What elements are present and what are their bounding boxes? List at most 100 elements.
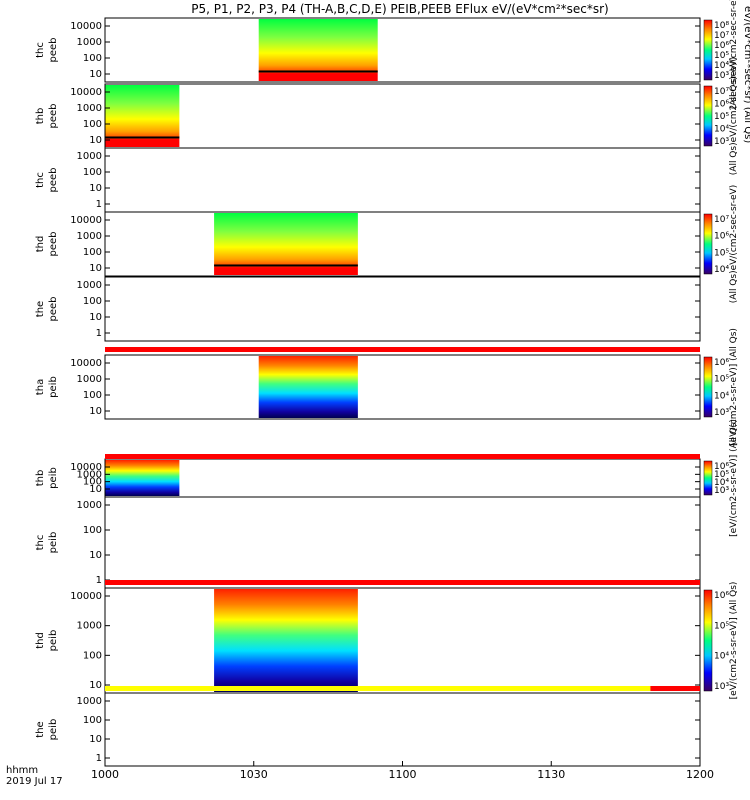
- y-tick-label: 10: [89, 406, 102, 417]
- spectrogram-block: [105, 460, 180, 496]
- x-tick-label: 1130: [537, 768, 565, 781]
- panel-label-probe: the: [35, 301, 46, 317]
- panel-9: 10000 1000 100 10 thd peib 10⁶ 10⁵ 10⁴ 10³ [eV/(cm…: [35, 582, 739, 700]
- panel-label-product: peib: [48, 630, 59, 652]
- y-tick-label: 1000: [77, 696, 102, 707]
- y-tick-label: 100: [83, 119, 102, 130]
- panel-frame: [104, 211, 701, 277]
- panel-frame: [104, 496, 701, 589]
- y-tick-label: 100: [83, 247, 102, 258]
- panel-frame: [104, 692, 701, 767]
- colorbar: [703, 460, 713, 496]
- colorbar-tick-label: 10⁴: [714, 478, 729, 488]
- y-tick-label: 10000: [70, 462, 102, 473]
- y-tick-label: 10: [89, 550, 102, 561]
- colorbar-tick-label: 10⁵: [714, 248, 729, 258]
- y-tick-label: 1000: [77, 374, 102, 385]
- colorbar-tick-label: 10⁷: [714, 87, 729, 97]
- time-label-date: 2019 Jul 17: [6, 776, 63, 787]
- panel-frame: [104, 83, 701, 149]
- y-tick-label: 100: [83, 525, 102, 536]
- y-tick-label: 10000: [70, 215, 102, 226]
- y-tick-label: 10: [89, 263, 102, 274]
- panel-label-product: peeb: [48, 297, 59, 322]
- y-tick-label: 10000: [70, 21, 102, 32]
- colorbar-tick-label: 10³: [714, 71, 729, 81]
- colorbar-tick-label: 10⁶: [714, 462, 729, 472]
- colorbar-tick-label: 10⁷: [714, 215, 729, 225]
- y-tick-label: 1: [96, 199, 102, 210]
- potential-trace: [105, 136, 180, 139]
- panel-8: 1000 100 10 1 thc peib: [35, 496, 701, 589]
- y-tick-label: 1000: [77, 231, 102, 242]
- colorbar-title: [eV/(cm2-s-sr-eV)] (All Qs): [729, 419, 739, 537]
- colorbar-tick-label: 10⁴: [714, 391, 729, 401]
- y-tick-label: 100: [83, 715, 102, 726]
- colorbar-title: (All Qs)eV/(cm2-sec-sr-eV): [729, 57, 739, 175]
- y-tick-label: 1000: [77, 621, 102, 632]
- y-tick-label: 100: [83, 53, 102, 64]
- colorbar-tick-label: 10⁴: [714, 652, 729, 662]
- y-tick-label: 10: [89, 312, 102, 323]
- panel-label-product: peib: [48, 719, 59, 741]
- panel-label-product: peeb: [48, 232, 59, 257]
- y-tick-label: 100: [83, 390, 102, 401]
- quality-flag-bar: [650, 686, 700, 691]
- colorbar-tick-label: 10⁸: [714, 21, 729, 31]
- colorbar-tick-label: 10⁷: [714, 31, 729, 41]
- panel-frame: [104, 147, 701, 213]
- y-tick-label: 10: [89, 484, 102, 495]
- x-tick-label: 1200: [686, 768, 714, 781]
- panel-10: 1000 100 10 1 the peib: [35, 692, 701, 767]
- colorbar-title: [eV/(cm2-s-sr-eV)] (All Qs): [729, 582, 739, 700]
- quality-flag-bar: [105, 454, 700, 459]
- y-tick-label: 10: [89, 135, 102, 146]
- panel-label-probe: thd: [35, 632, 46, 649]
- panel-label-probe: thc: [35, 535, 46, 551]
- panel-label-product: peeb: [48, 38, 59, 63]
- panel-label-probe: thc: [35, 42, 46, 58]
- y-tick-label: 1: [96, 575, 102, 586]
- spectrogram-block: [258, 356, 358, 418]
- colorbar-tick-label: 10⁵: [714, 51, 729, 61]
- y-tick-label: 1000: [77, 151, 102, 162]
- panel-frame: [104, 17, 701, 83]
- y-tick-label: 1: [96, 328, 102, 339]
- colorbar-tick-label: 10⁶: [714, 100, 729, 110]
- colorbar-tick-label: 10⁵: [714, 470, 729, 480]
- colorbar-tick-label: 10³: [714, 408, 729, 418]
- colorbar-title: (All Qs)eV/(cm2-sec-sr-eV): [729, 185, 739, 303]
- y-tick-label: 10: [89, 680, 102, 691]
- panel-label-probe: the: [35, 721, 46, 737]
- panel-6: 10000 1000 100 10 tha peib 10⁶ 10⁵ 10⁴ 10³ [eV/(cm…: [35, 328, 739, 446]
- y-tick-label: 10000: [70, 87, 102, 98]
- y-tick-label: 1000: [77, 500, 102, 511]
- panel-4: 10000 1000 100 10 thd peeb 10⁷ 10⁶ 10⁵ 10⁴ (All Qs…: [35, 185, 739, 303]
- y-tick-label: 10000: [70, 358, 102, 369]
- y-tick-label: 1: [96, 753, 102, 764]
- panel-label-product: peib: [48, 467, 59, 489]
- colorbar: [703, 19, 713, 81]
- colorbar-tick-label: 10³: [714, 682, 729, 692]
- colorbar-title: [eV/(cm2-s-sr-eV)] (All Qs): [729, 328, 739, 446]
- spectrogram-block: [214, 589, 358, 692]
- panel-label-probe: thb: [35, 108, 46, 125]
- colorbar-tick-label: 10⁵: [714, 375, 729, 385]
- y-tick-label: 1000: [77, 103, 102, 114]
- time-axis: 1000 1030 1100 1130 1200: [91, 761, 714, 781]
- colorbar-tick-label: 10⁵: [714, 621, 729, 631]
- colorbar-title-top: eV/(eV*cm²*sec*sr) (All Qs): [742, 6, 750, 143]
- y-tick-label: 1000: [77, 280, 102, 291]
- y-tick-label: 10: [89, 183, 102, 194]
- potential-trace: [214, 264, 358, 267]
- y-tick-label: 10: [89, 69, 102, 80]
- y-tick-label: 100: [83, 477, 102, 488]
- colorbar-title: (All Qs)eV/(cm2-sec-sr-eV): [729, 0, 739, 109]
- panel-label-probe: thb: [35, 470, 46, 487]
- panel-label-product: peeb: [48, 104, 59, 129]
- panel-5: 1000 100 10 1 the peeb: [35, 276, 701, 342]
